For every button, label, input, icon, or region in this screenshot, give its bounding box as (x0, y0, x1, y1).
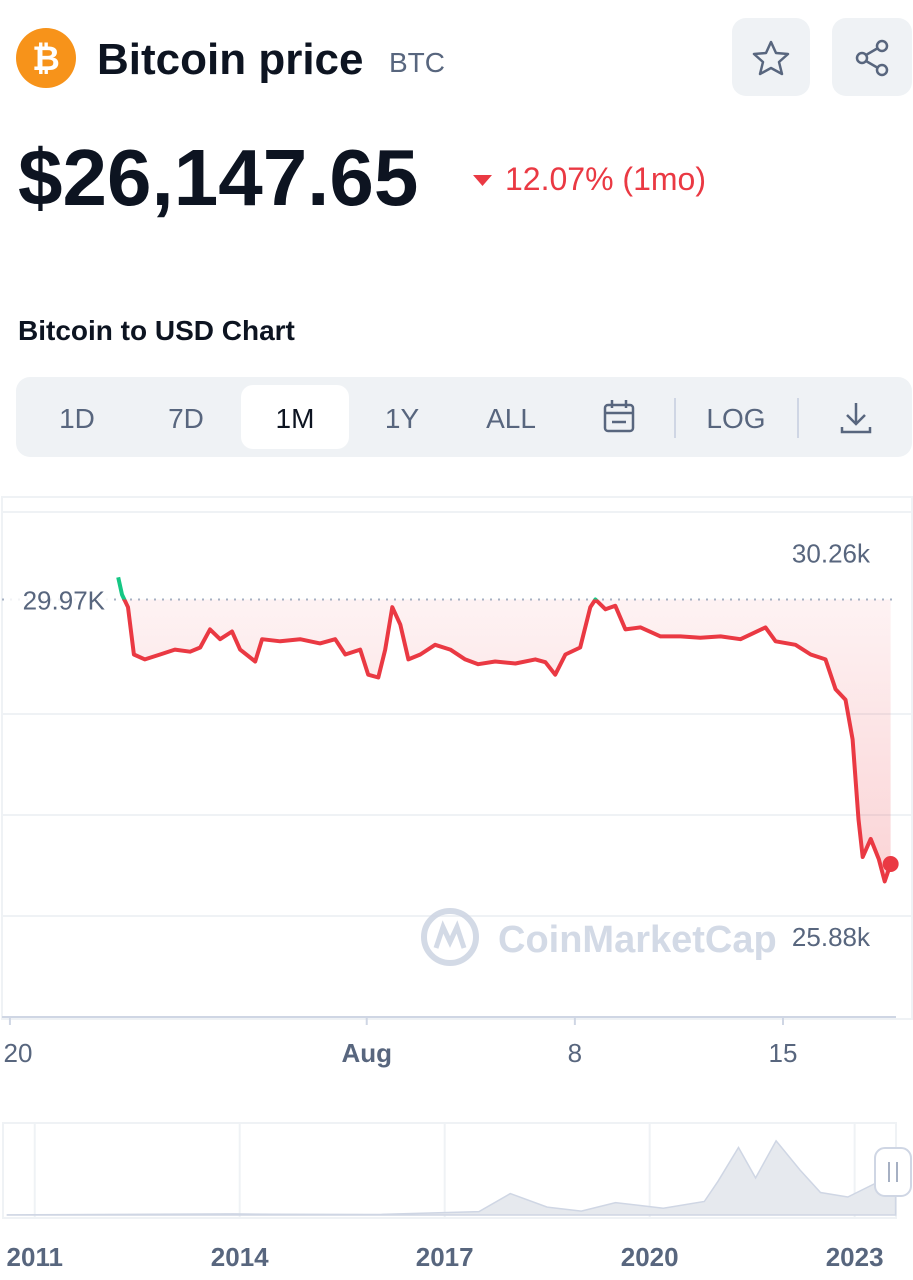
coin-logo-glyph: ₿ (32, 40, 60, 78)
title: Bitcoin price (97, 35, 364, 84)
watermark-text: CoinMarketCap (498, 919, 777, 961)
download-button[interactable] (840, 403, 872, 434)
navigator-tick-label: 2014 (211, 1242, 269, 1272)
watchlist-button[interactable] (732, 18, 810, 96)
tab-bar (16, 377, 912, 457)
tab[interactable]: ALL (486, 403, 536, 434)
tab[interactable]: 1M (276, 403, 315, 434)
navigator-tick-label: 2017 (416, 1242, 474, 1272)
log-tab[interactable]: LOG (706, 403, 765, 434)
navigator-handle[interactable] (874, 1147, 912, 1197)
navigator-tick-label: 2023 (826, 1242, 884, 1272)
tab[interactable]: 7D (168, 403, 204, 434)
price: $26,147.65 (18, 133, 418, 222)
price-area (118, 599, 891, 882)
calendar-button[interactable] (603, 400, 635, 433)
share-button[interactable] (832, 18, 912, 96)
navigator-tick-label: 2011 (7, 1242, 63, 1272)
price-change: 12.07% (1mo) (505, 161, 706, 197)
tab[interactable]: 1Y (385, 403, 420, 434)
section-title: Bitcoin to USD Chart (18, 315, 295, 346)
last-price-dot (882, 855, 899, 872)
high-label: 30.26k (792, 538, 871, 568)
symbol: BTC (389, 47, 445, 78)
navigator-area (6, 1139, 897, 1216)
navigator-tick-label: 2020 (621, 1242, 679, 1272)
down-arrow (473, 175, 492, 186)
x-tick-label: 15 (769, 1038, 798, 1068)
low-label: 25.88k (792, 922, 871, 952)
grid (2, 511, 912, 917)
coin-logo (16, 28, 76, 88)
x-tick-label: 8 (568, 1038, 582, 1068)
watermark: CoinMarketCap (421, 908, 777, 966)
price-line (122, 599, 893, 884)
reference-label-bg (10, 581, 108, 616)
reference-label: 29.97K (23, 586, 106, 616)
tab[interactable]: 1D (59, 403, 95, 434)
x-tick-label: Aug (341, 1038, 392, 1068)
chart-frame (1, 496, 913, 1020)
selected-tab-bg (241, 385, 349, 449)
x-tick-label: 20 (4, 1038, 33, 1068)
